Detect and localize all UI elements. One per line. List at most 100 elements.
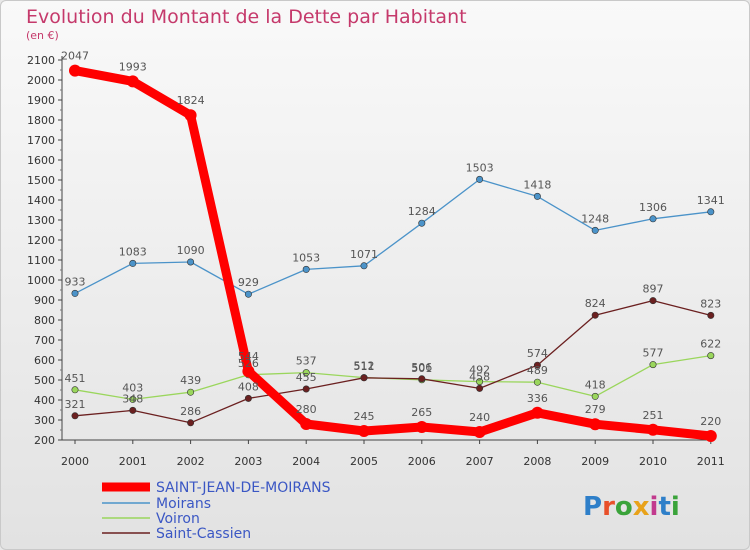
data-label: 622	[700, 338, 721, 351]
y-tick-label: 1800	[27, 114, 55, 127]
data-point	[129, 395, 137, 403]
data-point	[71, 289, 79, 297]
data-point	[533, 192, 541, 200]
data-point	[187, 258, 195, 266]
y-tick-label: 600	[34, 354, 55, 367]
data-point	[649, 361, 657, 369]
data-point	[531, 406, 544, 419]
data-label: 501	[411, 362, 432, 375]
data-label: 348	[122, 392, 143, 405]
data-label: 403	[122, 381, 143, 394]
data-point	[184, 109, 197, 122]
data-label: 418	[585, 378, 606, 391]
data-point	[591, 392, 599, 400]
data-label: 929	[238, 276, 259, 289]
y-tick-label: 200	[34, 434, 55, 447]
data-label: 455	[296, 371, 317, 384]
logo-letter: P	[583, 492, 602, 522]
legend-label: Voiron	[156, 511, 200, 527]
y-tick-label: 2100	[27, 54, 55, 67]
data-label: 511	[354, 360, 375, 373]
data-point	[704, 430, 717, 442]
data-point	[649, 297, 657, 305]
data-label: 1418	[523, 178, 551, 191]
data-label: 1248	[581, 212, 609, 225]
data-point	[647, 423, 659, 436]
data-label: 439	[180, 374, 201, 387]
x-tick-label: 2000	[61, 455, 89, 468]
data-label: 1083	[119, 245, 147, 258]
x-tick-label: 2001	[119, 455, 147, 468]
y-tick-label: 1200	[27, 234, 55, 247]
logo-letter: i	[650, 492, 659, 522]
data-label: 1071	[350, 248, 378, 261]
data-label: 240	[469, 411, 490, 424]
data-point	[358, 425, 370, 437]
y-tick-label: 700	[34, 334, 55, 347]
data-label: 1090	[177, 244, 205, 257]
data-label: 280	[296, 403, 317, 416]
y-tick-label: 1100	[27, 254, 55, 267]
data-label: 489	[527, 364, 548, 377]
x-tick-label: 2004	[292, 455, 320, 468]
data-point	[589, 418, 602, 431]
logo-letter: i	[671, 492, 680, 522]
data-point	[533, 361, 541, 369]
data-point	[242, 365, 255, 378]
data-point	[476, 384, 484, 392]
data-point	[302, 265, 310, 273]
x-tick-label: 2005	[350, 455, 378, 468]
y-tick-label: 300	[34, 414, 55, 427]
x-tick-label: 2002	[177, 455, 205, 468]
data-point	[69, 64, 81, 77]
y-tick-label: 1400	[27, 194, 55, 207]
data-label: 506	[411, 361, 432, 374]
data-point	[126, 75, 139, 88]
x-tick-label: 2006	[408, 455, 436, 468]
data-point	[129, 259, 137, 267]
data-point	[418, 219, 426, 227]
data-point	[71, 386, 79, 394]
data-point	[418, 375, 426, 383]
data-point	[476, 175, 484, 183]
x-tick-label: 2010	[639, 455, 667, 468]
data-label: 251	[643, 409, 664, 422]
legend-label: Moirans	[156, 496, 211, 512]
data-point	[187, 419, 195, 427]
data-point	[360, 262, 368, 270]
data-label: 286	[180, 405, 201, 418]
y-tick-label: 800	[34, 314, 55, 327]
proxiti-logo: Proxiti	[583, 492, 680, 522]
data-point	[71, 412, 79, 420]
logo-letter: r	[602, 492, 615, 522]
data-label: 537	[296, 355, 317, 368]
data-point	[473, 426, 486, 438]
y-tick-label: 1600	[27, 154, 55, 167]
data-label: 408	[238, 380, 259, 393]
data-label: 265	[411, 406, 432, 419]
x-tick-label: 2008	[523, 455, 551, 468]
series-line	[70, 66, 716, 441]
y-tick-label: 900	[34, 294, 55, 307]
y-tick-label: 1900	[27, 94, 55, 107]
data-point	[533, 378, 541, 386]
data-point	[476, 378, 484, 386]
data-label: 897	[643, 283, 664, 296]
data-point	[707, 208, 715, 216]
data-label: 245	[354, 410, 375, 423]
data-label: 544	[238, 350, 259, 363]
data-label: 451	[65, 372, 86, 385]
series-line	[74, 178, 712, 295]
data-label: 933	[65, 275, 86, 288]
legend-label: Saint-Cassien	[156, 526, 251, 542]
data-point	[244, 394, 252, 402]
y-tick-label: 1000	[27, 274, 55, 287]
data-label: 458	[469, 370, 490, 383]
series-line	[74, 299, 712, 424]
data-point	[707, 311, 715, 319]
data-label: 1053	[292, 251, 320, 264]
data-label: 574	[527, 347, 548, 360]
data-label: 1306	[639, 201, 667, 214]
